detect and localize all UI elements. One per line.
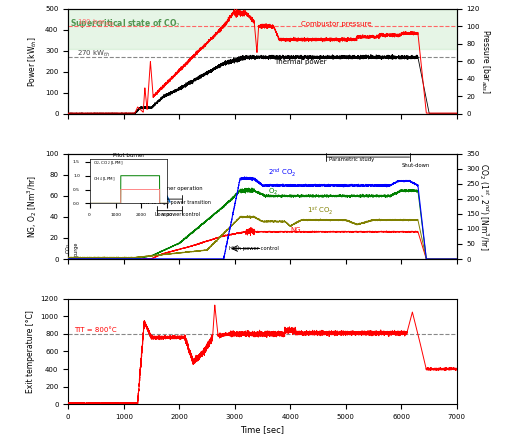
X-axis label: Time [sec]: Time [sec] — [240, 425, 285, 434]
Text: Supercritical state of CO$_2$: Supercritical state of CO$_2$ — [70, 17, 181, 30]
Text: 2$^{nd}$ CO$_2$: 2$^{nd}$ CO$_2$ — [268, 166, 296, 178]
Text: 1$^{st}$ CO$_2$: 1$^{st}$ CO$_2$ — [307, 205, 333, 217]
Y-axis label: Exit temperature [°C]: Exit temperature [°C] — [26, 310, 35, 393]
Text: 100 bar$_{abs}$: 100 bar$_{abs}$ — [77, 18, 114, 28]
Text: Combustor pressure: Combustor pressure — [301, 20, 372, 27]
Text: TIT = 800°C: TIT = 800°C — [74, 327, 117, 333]
Y-axis label: CO$_2$ (1$^{st}$, 2$^{nd}$) [Nm$^3$/hr]: CO$_2$ (1$^{st}$, 2$^{nd}$) [Nm$^3$/hr] — [477, 163, 491, 250]
Text: Pilot burner operation: Pilot burner operation — [145, 186, 203, 190]
Text: Parametric study: Parametric study — [329, 157, 374, 162]
Bar — [68, 9, 457, 49]
Text: Low-to-high power transition: Low-to-high power transition — [140, 200, 211, 206]
Text: Shut-down: Shut-down — [401, 163, 429, 167]
Text: 270 kW$_{th}$: 270 kW$_{th}$ — [77, 49, 110, 59]
Y-axis label: Power [kW$_{th}$]: Power [kW$_{th}$] — [27, 36, 39, 87]
Text: Thermal power: Thermal power — [274, 59, 326, 64]
Y-axis label: NG, O$_2$ [Nm$^3$/hr]: NG, O$_2$ [Nm$^3$/hr] — [26, 175, 39, 238]
Text: NG: NG — [290, 227, 301, 233]
Text: CO$_2$
purge: CO$_2$ purge — [64, 242, 79, 256]
Text: High power control: High power control — [229, 246, 279, 250]
Text: Low power control: Low power control — [155, 212, 200, 217]
Text: O$_2$: O$_2$ — [268, 187, 278, 197]
Y-axis label: Pressure [bar$_{abs}$]: Pressure [bar$_{abs}$] — [479, 29, 491, 94]
